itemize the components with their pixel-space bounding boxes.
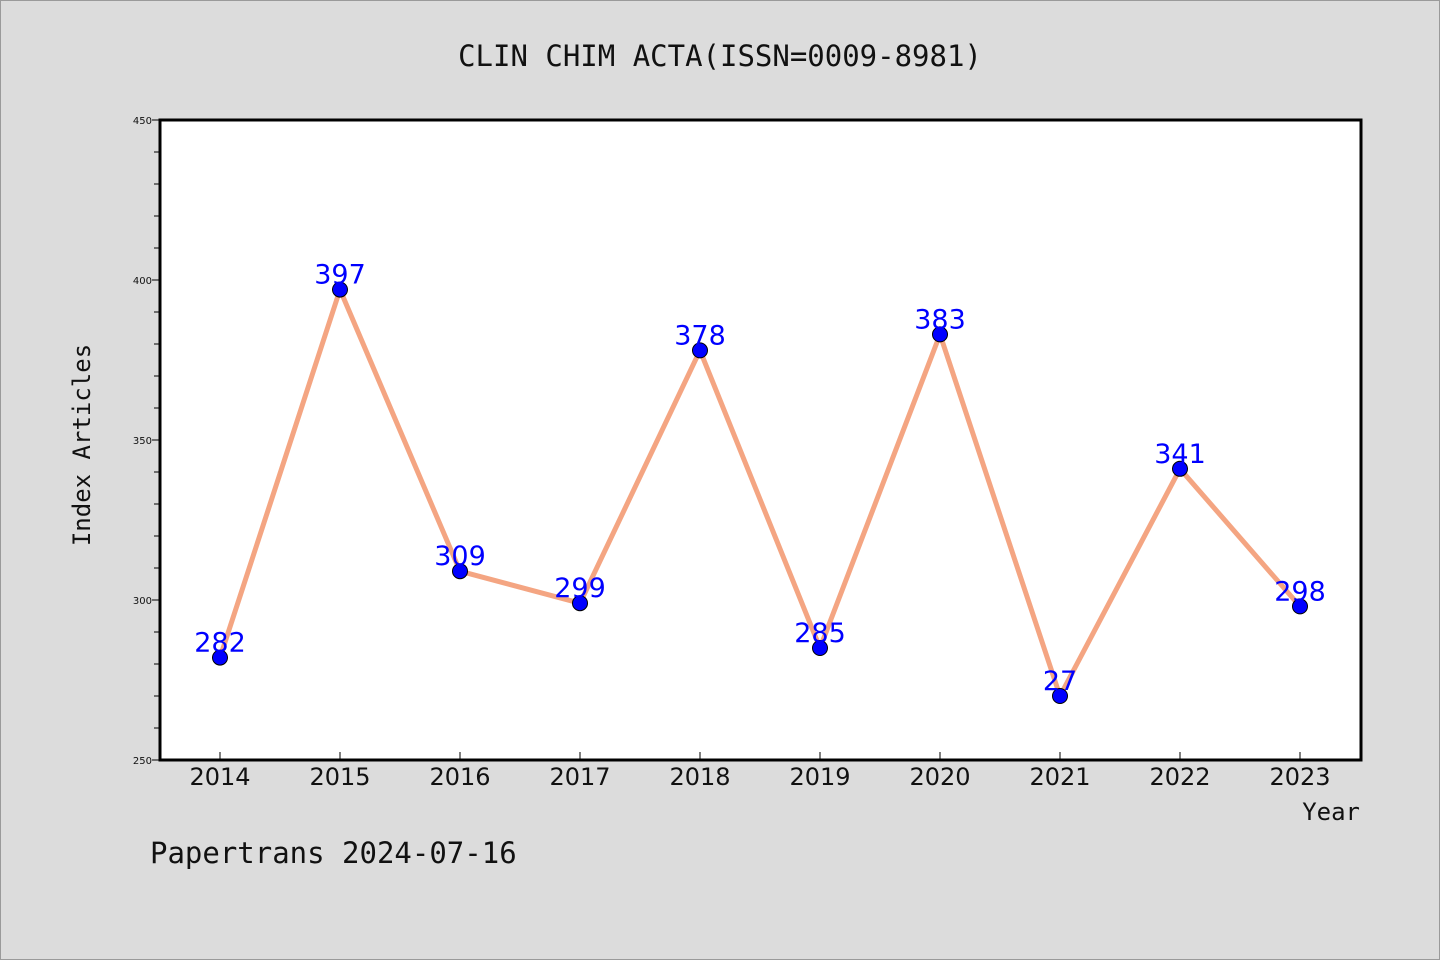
data-point [1172,460,1188,477]
x-tick-label: 2022 [1149,763,1210,791]
chart-title: CLIN CHIM ACTA(ISSN=0009-8981) [458,39,982,73]
data-point [572,595,588,612]
x-tick-label: 2021 [1029,763,1090,791]
data-label: 341 [1154,439,1206,470]
data-label: 383 [914,304,966,335]
plot-area [158,118,1363,762]
data-point [1292,598,1308,615]
series-line [217,287,1302,699]
x-tick-label: 2020 [909,763,970,791]
y-axis: 250 300 350 400 450 [133,116,160,767]
y-tick-label: 350 [133,436,152,447]
y-tick-label: 450 [133,116,152,127]
y-tick-label: 250 [133,756,152,767]
data-point [692,342,708,359]
data-label: 309 [434,541,486,572]
y-tick-label: 300 [133,596,152,607]
y-axis-label: Index Articles [68,344,96,546]
data-point [332,281,348,298]
x-tick-label: 2018 [669,763,730,791]
data-point [812,640,828,656]
data-label: 397 [314,260,366,291]
data-point [452,563,468,580]
data-label: 27 [1043,666,1077,697]
data-label: 298 [1274,576,1326,607]
x-axis: 2014 2015 2016 2017 2018 2019 2020 2021 2022 2023 [189,752,1331,791]
x-tick-label: 2015 [309,763,370,791]
series-markers [212,281,1308,704]
series-polyline [217,287,1302,699]
data-label: 299 [554,573,606,604]
data-labels: 282 397 309 299 378 285 383 27 341 298 [194,260,1326,697]
x-tick-label: 2014 [189,763,250,791]
data-label: 285 [794,618,846,649]
data-point [932,326,948,343]
x-tick-label: 2023 [1269,763,1330,791]
data-label: 378 [674,320,726,351]
data-label: 282 [194,628,246,659]
data-point [212,649,228,666]
x-tick-label: 2016 [429,763,490,791]
y-tick-label: 400 [133,276,152,287]
data-point [1052,688,1068,704]
x-axis-label: Year [1302,798,1360,826]
x-tick-label: 2019 [789,763,850,791]
x-tick-label: 2017 [549,763,610,791]
watermark-text: Papertrans 2024-07-16 [150,836,517,870]
